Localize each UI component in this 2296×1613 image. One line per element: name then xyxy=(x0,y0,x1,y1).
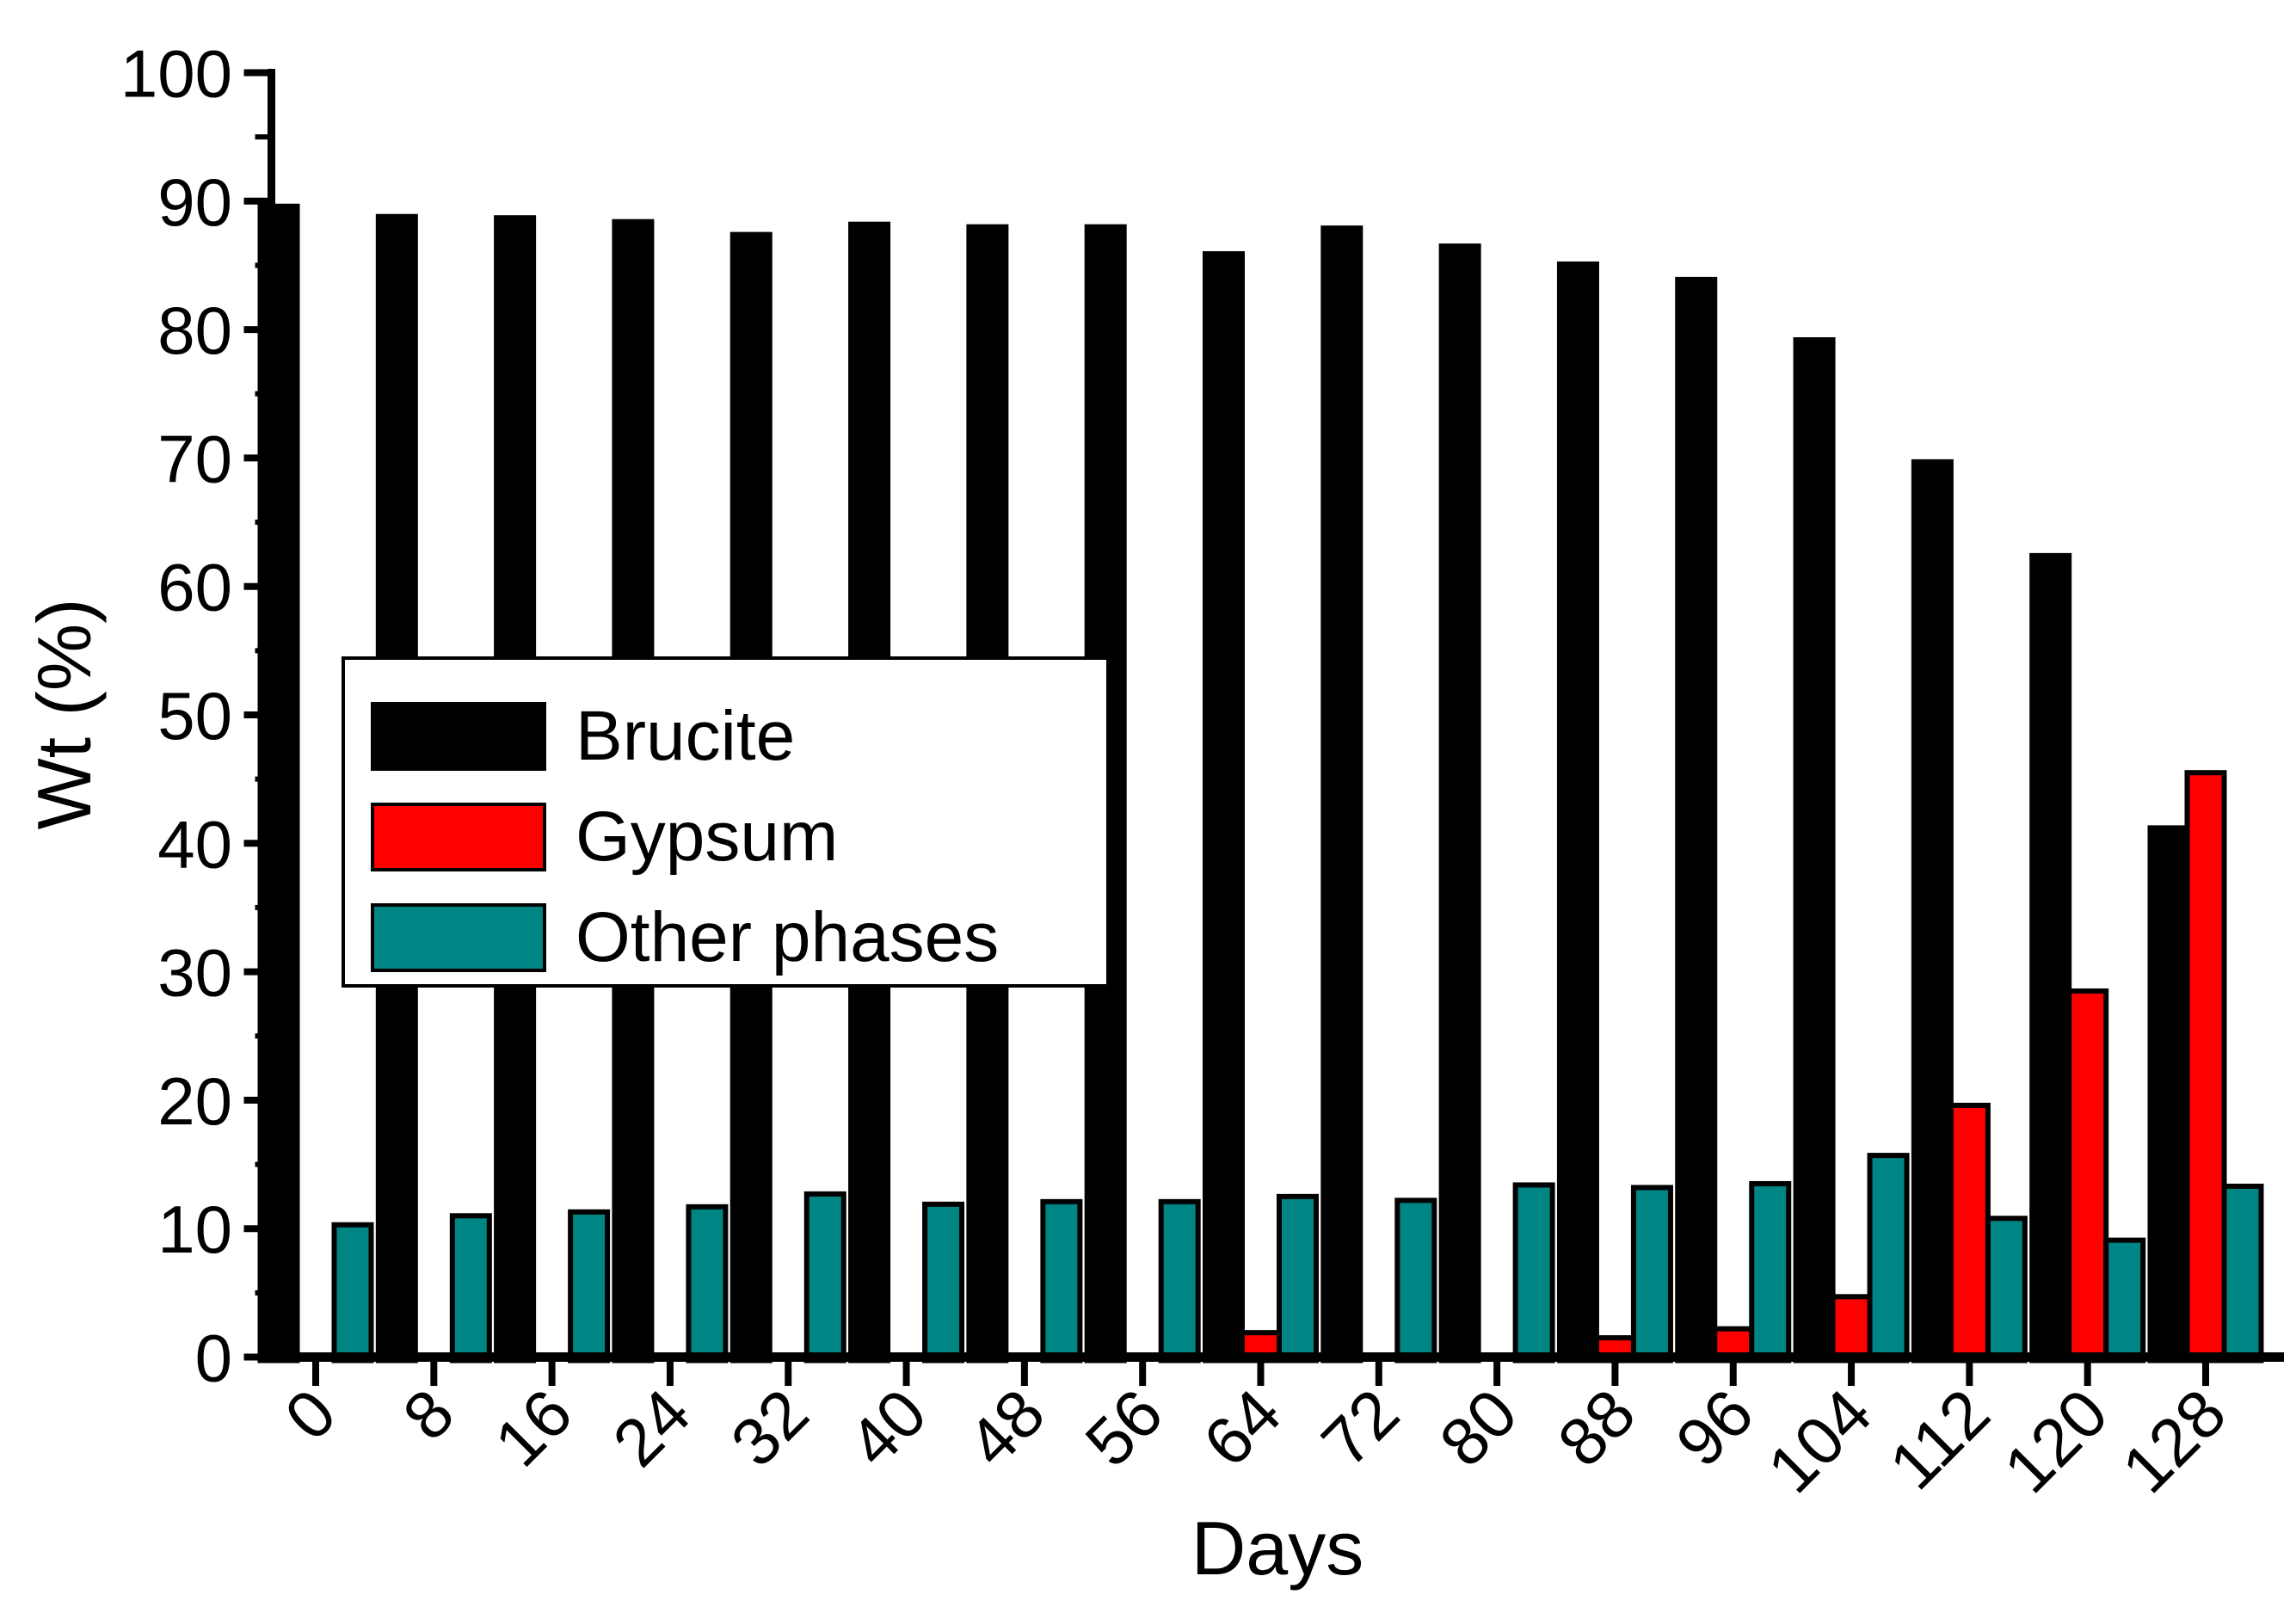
bar-other-phases-8 xyxy=(449,1213,492,1364)
bar-gypsum-104 xyxy=(1830,1294,1873,1364)
legend-label-other-phases: Other phases xyxy=(576,897,1000,976)
bar-other-phases-128 xyxy=(2221,1183,2264,1364)
x-tick-label-56: 56 xyxy=(1071,1375,1178,1481)
y-tick-label-90: 90 xyxy=(157,164,232,240)
legend-label-gypsum: Gypsum xyxy=(576,797,839,876)
y-tick-label-70: 70 xyxy=(157,421,232,496)
x-tick-label-128: 128 xyxy=(2108,1375,2240,1507)
y-tick-label-100: 100 xyxy=(120,36,232,112)
x-tick-label-16: 16 xyxy=(480,1375,587,1481)
bar-gypsum-112 xyxy=(1948,1102,1991,1364)
bar-other-phases-16 xyxy=(568,1209,611,1364)
x-tick-label-80: 80 xyxy=(1425,1375,1532,1481)
x-tick-label-96: 96 xyxy=(1661,1375,1768,1481)
bar-brucite-120 xyxy=(2029,552,2072,1364)
y-tick-label-40: 40 xyxy=(157,806,232,882)
bar-gypsum-120 xyxy=(2066,988,2109,1364)
legend-item-brucite: Brucite xyxy=(345,686,1106,786)
x-tick-label-64: 64 xyxy=(1189,1375,1296,1481)
bar-other-phases-80 xyxy=(1512,1182,1555,1364)
bar-other-phases-40 xyxy=(922,1201,965,1364)
y-tick-label-60: 60 xyxy=(157,550,232,625)
y-tick-label-50: 50 xyxy=(157,678,232,754)
x-tick-label-88: 88 xyxy=(1543,1375,1650,1481)
bar-brucite-112 xyxy=(1911,459,1954,1364)
x-tick-label-112: 112 xyxy=(1874,1375,2004,1504)
bar-other-phases-88 xyxy=(1630,1185,1673,1364)
bar-brucite-104 xyxy=(1793,337,1836,1364)
bar-other-phases-48 xyxy=(1040,1198,1083,1364)
y-tick-label-80: 80 xyxy=(157,292,232,368)
bar-other-phases-72 xyxy=(1394,1197,1437,1364)
bar-other-phases-0 xyxy=(331,1222,374,1364)
x-tick-label-8: 8 xyxy=(388,1375,468,1455)
bar-other-phases-56 xyxy=(1158,1198,1201,1364)
bar-brucite-80 xyxy=(1438,243,1481,1364)
x-tick-label-40: 40 xyxy=(834,1375,941,1481)
x-tick-label-120: 120 xyxy=(1989,1375,2121,1507)
bar-brucite-0 xyxy=(257,203,300,1364)
bar-other-phases-104 xyxy=(1867,1153,1910,1364)
legend-item-other-phases: Other phases xyxy=(345,887,1106,988)
x-axis-title: Days xyxy=(1191,1505,1364,1591)
bar-brucite-72 xyxy=(1320,225,1363,1364)
bar-gypsum-128 xyxy=(2184,770,2227,1364)
legend-item-gypsum: Gypsum xyxy=(345,786,1106,887)
y-tick-label-10: 10 xyxy=(157,1191,232,1267)
legend-swatch-other-phases xyxy=(371,902,546,972)
x-tick-label-24: 24 xyxy=(598,1375,705,1481)
bar-other-phases-24 xyxy=(686,1204,729,1364)
legend-swatch-brucite xyxy=(371,701,546,771)
bar-other-phases-64 xyxy=(1277,1193,1319,1364)
legend-swatch-gypsum xyxy=(371,802,546,871)
y-tick-label-20: 20 xyxy=(157,1063,232,1139)
y-axis-title: Wt (%) xyxy=(22,598,107,830)
y-tick-label-30: 30 xyxy=(157,935,232,1011)
y-tick-label-0: 0 xyxy=(195,1321,232,1396)
x-tick-label-0: 0 xyxy=(270,1375,350,1455)
bar-brucite-96 xyxy=(1675,276,1718,1364)
legend-label-brucite: Brucite xyxy=(576,696,796,775)
bar-other-phases-112 xyxy=(1985,1216,2028,1364)
bar-other-phases-120 xyxy=(2103,1237,2146,1364)
bar-brucite-64 xyxy=(1203,251,1245,1364)
x-tick-label-32: 32 xyxy=(717,1375,823,1481)
bar-other-phases-96 xyxy=(1749,1180,1792,1364)
x-tick-label-72: 72 xyxy=(1307,1375,1413,1481)
legend: Brucite Gypsum Other phases xyxy=(342,656,1110,988)
bar-other-phases-32 xyxy=(803,1191,846,1364)
bar-brucite-88 xyxy=(1556,261,1599,1364)
bar-brucite-128 xyxy=(2147,825,2190,1364)
x-tick-label-48: 48 xyxy=(952,1375,1059,1481)
x-tick-label-104: 104 xyxy=(1753,1375,1886,1507)
